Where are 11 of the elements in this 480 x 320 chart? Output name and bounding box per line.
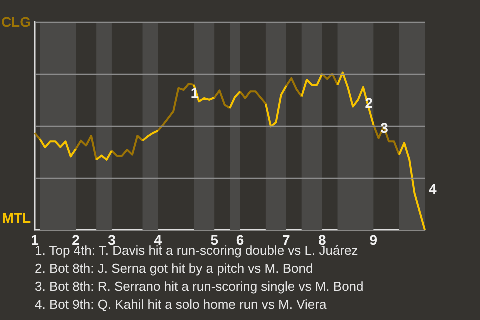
x-tick-label: 5 — [210, 232, 219, 248]
text: 2. Bot 8th: J. Serna got hit by a pitch vs M. Bond — [35, 261, 314, 276]
x-tick-label: 6 — [236, 232, 244, 248]
text: MTL — [2, 210, 32, 226]
text: 4 — [429, 181, 437, 197]
x-tick-label: 7 — [282, 232, 291, 248]
text: 4. Bot 9th: Q. Kahil hit a solo home run vs M. Viera — [35, 297, 328, 312]
x-tick-label: 9 — [370, 232, 378, 248]
annotation: 3 — [380, 120, 389, 136]
text: 3. Bot 8th: R. Serrano hit a run-scoring single vs M. Bond — [35, 279, 364, 294]
text: CLG — [1, 14, 32, 30]
